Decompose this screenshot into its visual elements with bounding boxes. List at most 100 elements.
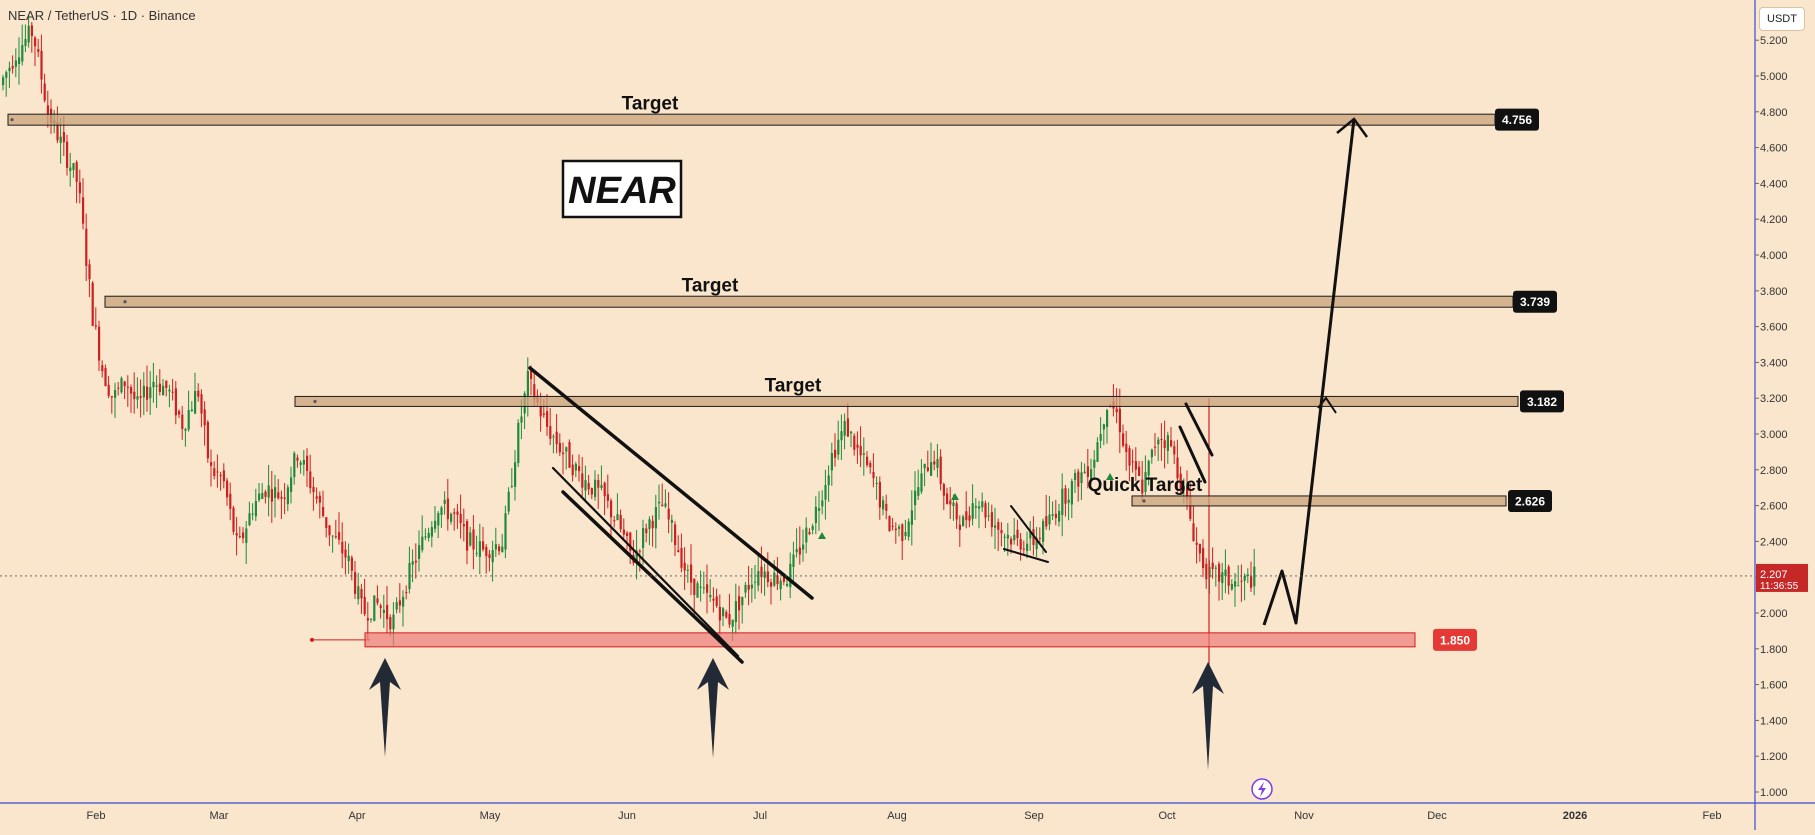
candle-body xyxy=(258,493,261,501)
candle-body xyxy=(1150,449,1153,458)
candle-body xyxy=(382,609,385,614)
candle-body xyxy=(325,517,328,528)
candle-body xyxy=(206,422,209,459)
candle-body xyxy=(290,477,293,492)
candle-body xyxy=(1080,472,1083,484)
currency-button[interactable]: USDT xyxy=(1759,7,1805,31)
candle-body xyxy=(862,453,865,455)
near-title: NEAR xyxy=(568,170,676,212)
candle-body xyxy=(133,391,136,400)
candle-body xyxy=(539,406,542,417)
candle-body xyxy=(1026,543,1029,552)
arrow-up-icon xyxy=(369,658,401,757)
candle-body xyxy=(98,326,101,361)
price-tick-label: 3.400 xyxy=(1760,357,1788,369)
candle-body xyxy=(402,596,405,607)
candle-body xyxy=(59,136,62,143)
candle-body xyxy=(194,391,197,414)
candle-body xyxy=(1141,479,1144,494)
level-price-label: 2.626 xyxy=(1515,494,1545,508)
candle-body xyxy=(315,496,318,499)
target-zone xyxy=(104,295,1514,308)
candle-body xyxy=(421,536,424,551)
candle-body xyxy=(1182,485,1185,491)
candle-body xyxy=(629,532,632,551)
candle-body xyxy=(1221,572,1224,584)
target-label: Target xyxy=(622,94,679,115)
candle-body xyxy=(229,493,232,509)
candle-body xyxy=(171,391,174,393)
candle-body xyxy=(347,555,350,562)
candle-body xyxy=(1006,534,1009,539)
candle-body xyxy=(357,586,360,600)
candle-body xyxy=(837,439,840,455)
candle-body xyxy=(1013,534,1016,541)
flag-line xyxy=(1178,425,1207,484)
candle-body xyxy=(424,536,427,538)
candle-body xyxy=(821,500,824,507)
candle-body xyxy=(123,381,126,387)
candle-body xyxy=(699,586,702,588)
candle-body xyxy=(811,525,814,530)
candle-body xyxy=(312,486,315,493)
candle-body xyxy=(789,563,792,588)
candle-body xyxy=(958,524,961,531)
candle-body xyxy=(88,264,91,280)
candle-body xyxy=(661,504,664,507)
candle-body xyxy=(318,495,321,503)
channel-lower-line xyxy=(561,490,744,664)
candle-body xyxy=(69,167,72,171)
candle-body xyxy=(405,592,408,594)
candle-body xyxy=(146,386,149,400)
candle-body xyxy=(440,507,443,515)
candle-body xyxy=(149,387,152,399)
candle-body xyxy=(949,500,952,505)
candle-body xyxy=(251,513,254,515)
candles-layer xyxy=(2,16,1256,676)
price-tick-label: 5.000 xyxy=(1760,71,1788,83)
candle-body xyxy=(216,471,219,473)
candle-body xyxy=(568,442,571,468)
candle-body xyxy=(1099,434,1102,441)
candle-body xyxy=(552,436,555,438)
candle-body xyxy=(389,617,392,630)
price-tick-label: 2.600 xyxy=(1760,501,1788,513)
price-tick-label: 4.400 xyxy=(1760,178,1788,190)
candle-body xyxy=(603,482,606,497)
candle-body xyxy=(930,462,933,476)
support-zone xyxy=(364,632,1416,648)
candle-body xyxy=(875,482,878,484)
candle-body xyxy=(158,383,161,392)
price-tick-label: 1.800 xyxy=(1760,644,1788,656)
candle-body xyxy=(280,496,283,499)
candle-body xyxy=(722,608,725,617)
time-tick-label: Feb xyxy=(87,810,106,822)
candle-body xyxy=(872,471,875,479)
time-tick-label: Oct xyxy=(1158,810,1175,822)
candle-body xyxy=(75,162,78,182)
candle-body xyxy=(274,487,277,498)
candle-body xyxy=(1234,581,1237,587)
level-price-label: 4.756 xyxy=(1502,113,1532,127)
price-tick-label: 3.800 xyxy=(1760,286,1788,298)
candle-body xyxy=(1096,442,1099,462)
candle-body xyxy=(299,462,302,465)
candle-body xyxy=(334,536,337,538)
candle-body xyxy=(85,228,88,267)
candle-body xyxy=(840,431,843,441)
candle-body xyxy=(1163,440,1166,449)
candle-body xyxy=(66,141,69,168)
target-zone xyxy=(294,395,1519,407)
time-tick-label: Jul xyxy=(753,810,767,822)
candle-body xyxy=(235,533,238,536)
candle-body xyxy=(834,449,837,458)
candle-body xyxy=(94,325,97,327)
candle-body xyxy=(165,380,168,388)
candle-body xyxy=(936,459,939,468)
candle-body xyxy=(309,471,312,489)
candle-body xyxy=(619,514,622,530)
candle-body xyxy=(718,606,721,621)
